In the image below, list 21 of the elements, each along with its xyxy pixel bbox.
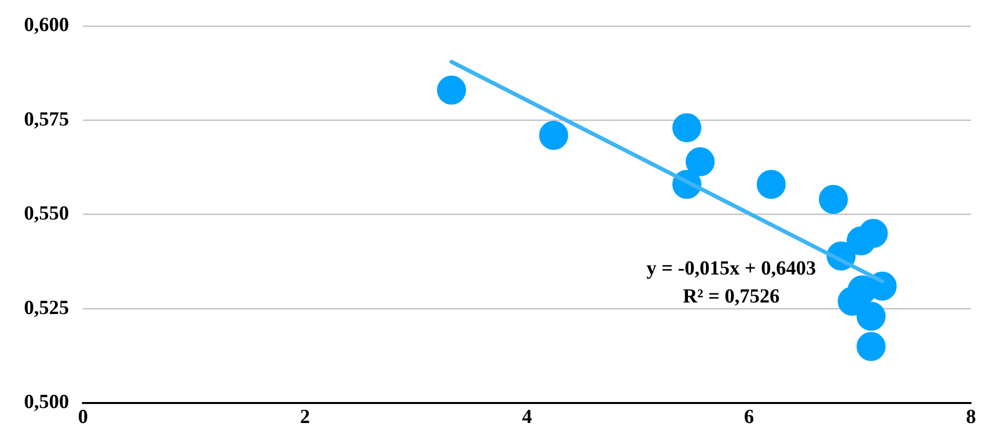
x-tick-label: 2 [300, 406, 310, 428]
y-tick-label: 0,600 [24, 14, 69, 36]
y-tick-label: 0,500 [24, 391, 69, 414]
y-tick-label: 0,575 [24, 108, 69, 130]
point [818, 184, 848, 214]
point [856, 302, 886, 331]
x-tick-label: 4 [522, 406, 532, 428]
point [686, 147, 715, 176]
point [437, 76, 466, 105]
point [756, 170, 786, 199]
point [672, 113, 702, 142]
point [846, 226, 876, 256]
y-tick-label: 0,550 [24, 202, 69, 225]
annotation: R² = 0,7526 [682, 285, 780, 308]
x-tick-label: 8 [966, 406, 976, 428]
point [856, 332, 886, 361]
point [539, 120, 568, 150]
annotation: y = -0,015x + 0,6403 [646, 257, 816, 280]
y-tick-label: 0,525 [24, 296, 69, 319]
x-tick-label: 0 [78, 406, 88, 428]
x-tick-label: 6 [744, 406, 754, 428]
